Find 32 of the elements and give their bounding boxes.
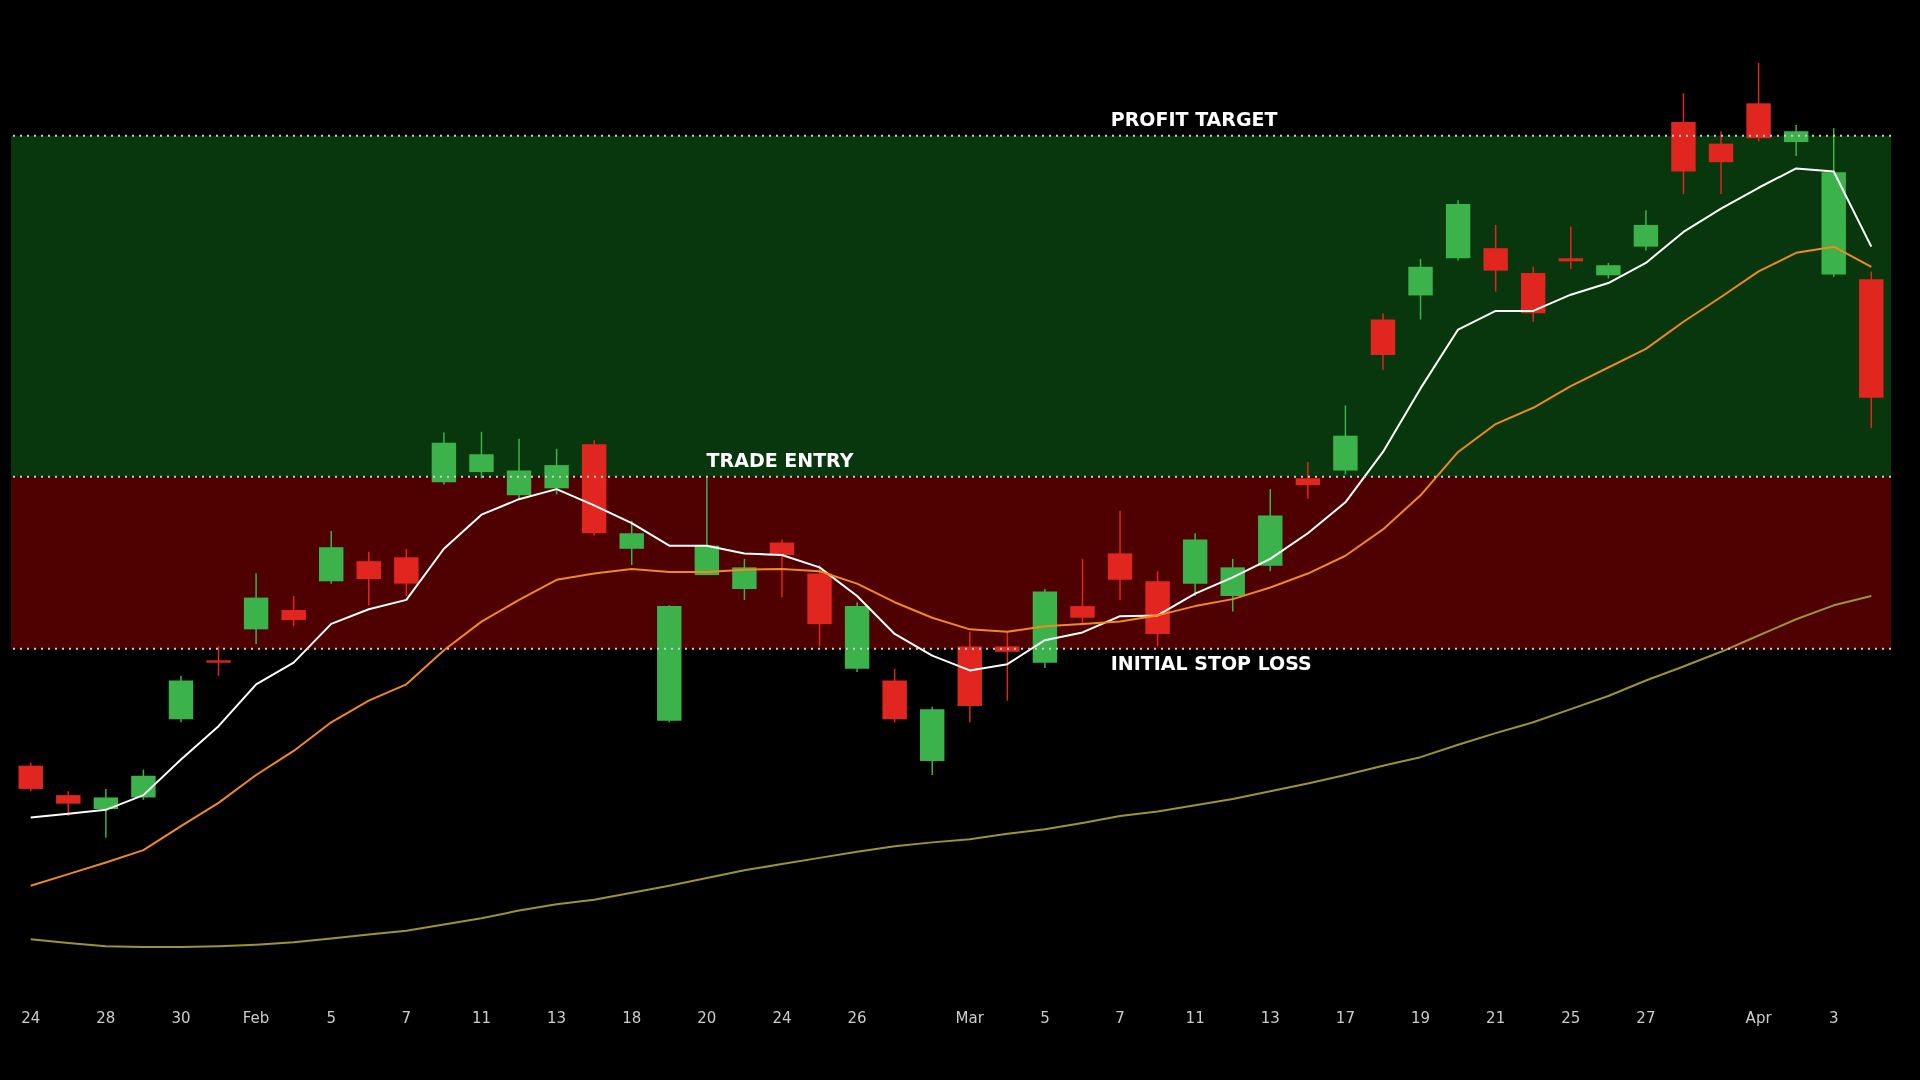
x-tick-label: 18 — [622, 1008, 642, 1027]
x-tick-label: Apr — [1745, 1008, 1773, 1027]
x-tick-label: 27 — [1636, 1008, 1656, 1027]
x-tick-label: 5 — [1040, 1008, 1050, 1027]
x-tick-label: 25 — [1561, 1008, 1581, 1027]
x-tick-label: 20 — [697, 1008, 717, 1027]
x-tick-label: 5 — [326, 1008, 336, 1027]
x-tick-label: 13 — [547, 1008, 567, 1027]
x-tick-label: 7 — [1115, 1008, 1125, 1027]
x-tick-label: 19 — [1410, 1008, 1431, 1027]
candlestick — [206, 645, 231, 677]
candlestick — [995, 630, 1020, 702]
x-tick-label: 24 — [21, 1008, 41, 1027]
x-tick-label: Feb — [242, 1008, 270, 1027]
candlestick — [56, 790, 81, 817]
candlestick — [1295, 461, 1321, 500]
candlestick — [1558, 225, 1583, 270]
x-tick-label: 17 — [1335, 1008, 1355, 1027]
ref-line-label: INITIAL STOP LOSS — [1110, 651, 1312, 674]
x-tick-label: 13 — [1260, 1008, 1280, 1027]
x-tick-label: Mar — [955, 1008, 985, 1027]
x-tick-label: 3 — [1828, 1008, 1839, 1027]
x-tick-label: 11 — [471, 1008, 492, 1027]
ref-line-label: PROFIT TARGET — [1110, 107, 1278, 130]
ref-line-label: TRADE ENTRY — [706, 448, 854, 471]
x-tick-label: 7 — [401, 1008, 412, 1027]
x-tick-label: 21 — [1486, 1008, 1506, 1027]
x-tick-label: 24 — [772, 1008, 792, 1027]
x-tick-label: 28 — [96, 1008, 116, 1027]
x-tick-label: 30 — [171, 1008, 191, 1027]
x-tick-label: 11 — [1185, 1008, 1205, 1027]
x-tick-label: 26 — [847, 1008, 867, 1027]
